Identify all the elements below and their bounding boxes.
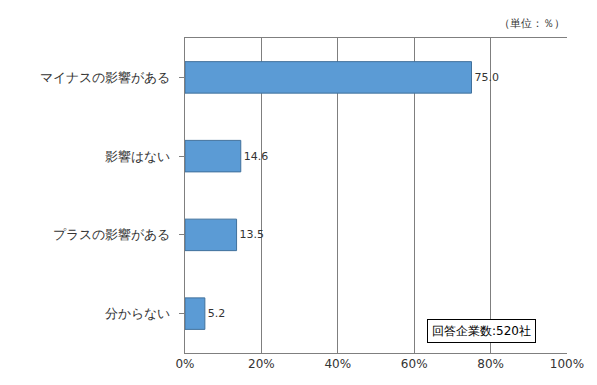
svg-text:60%: 60%: [401, 357, 428, 371]
svg-text:0%: 0%: [175, 357, 194, 371]
svg-text:（単位：％）: （単位：％）: [499, 17, 565, 30]
svg-text:20%: 20%: [248, 357, 275, 371]
svg-text:13.5: 13.5: [240, 228, 265, 241]
svg-text:100%: 100%: [550, 357, 584, 371]
svg-text:分からない: 分からない: [105, 306, 170, 321]
svg-text:影響はない: 影響はない: [105, 149, 170, 164]
svg-text:マイナスの影響がある: マイナスの影響がある: [40, 70, 170, 85]
svg-text:回答企業数:520社: 回答企業数:520社: [432, 324, 531, 338]
svg-text:14.6: 14.6: [244, 150, 269, 163]
svg-text:5.2: 5.2: [208, 307, 226, 320]
svg-text:75.0: 75.0: [475, 71, 500, 84]
svg-text:プラスの影響がある: プラスの影響がある: [53, 227, 170, 242]
svg-text:40%: 40%: [324, 357, 351, 371]
svg-text:80%: 80%: [477, 357, 504, 371]
